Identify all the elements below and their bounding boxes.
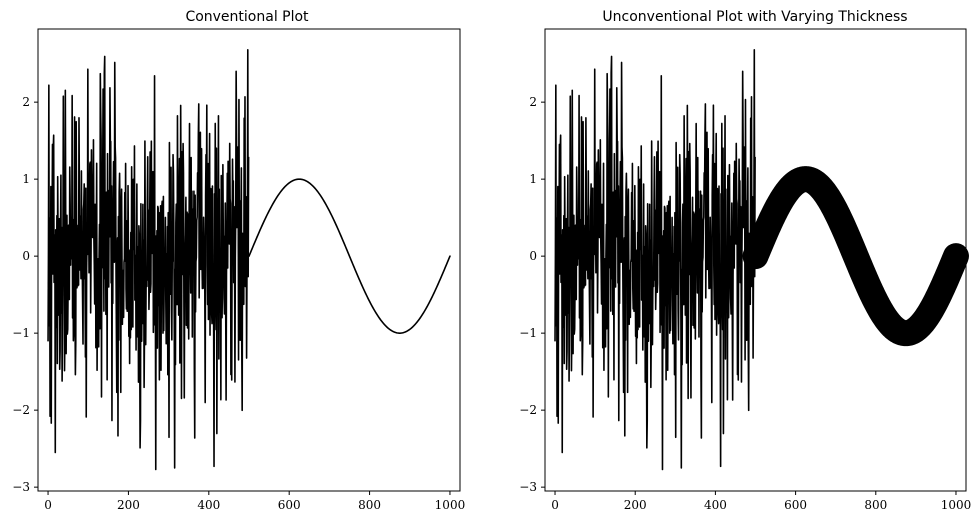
conventional-x-tick-label: 800 [358,498,381,512]
conventional-plot-frame [37,28,461,492]
conventional-x-tick-label: 200 [117,498,140,512]
unconventional-plot-title: Unconventional Plot with Varying Thickne… [602,9,907,25]
unconventional-x-tick-label: 400 [704,498,727,512]
unconventional-x-tick-label: 200 [624,498,647,512]
conventional-y-tick-label: −3 [12,480,30,494]
conventional-y-tick-label: 1 [22,172,30,186]
conventional-y-tick-label: 2 [22,95,30,109]
unconventional-y-tick-label: −2 [519,403,537,417]
conventional-noise-series-line [47,48,250,471]
conventional-y-tick-label: 0 [22,249,30,263]
unconventional-y-tick-label: 1 [529,172,537,186]
unconventional-sine-series-line [742,166,969,347]
unconventional-x-tick-label: 600 [784,498,807,512]
unconventional-y-tick-label: 2 [529,95,537,109]
conventional-plot-title: Conventional Plot [185,9,309,25]
conventional-x-tick-label: 0 [44,498,52,512]
conventional-y-tick-label: −1 [12,326,30,340]
unconventional-plot-axes: Unconventional Plot with Varying Thickne… [519,9,971,512]
unconventional-y-tick-label: −3 [519,480,537,494]
conventional-x-tick-label: 400 [197,498,220,512]
unconventional-x-tick-label: 800 [864,498,887,512]
unconventional-x-tick-label: 0 [551,498,559,512]
conventional-sine-series-line [248,178,451,334]
conventional-x-tick-label: 1000 [435,498,466,512]
unconventional-y-tick-label: −1 [519,326,537,340]
conventional-plot-axes: Conventional Plot 0 200 400 600 800 1000 −3 −2 −… [12,9,465,512]
conventional-x-tick-label: 600 [278,498,301,512]
unconventional-y-tick-label: 0 [529,249,537,263]
unconventional-plot-frame [544,28,967,492]
unconventional-noise-series-line [554,48,756,471]
unconventional-x-tick-label: 1000 [941,498,972,512]
conventional-y-tick-label: −2 [12,403,30,417]
